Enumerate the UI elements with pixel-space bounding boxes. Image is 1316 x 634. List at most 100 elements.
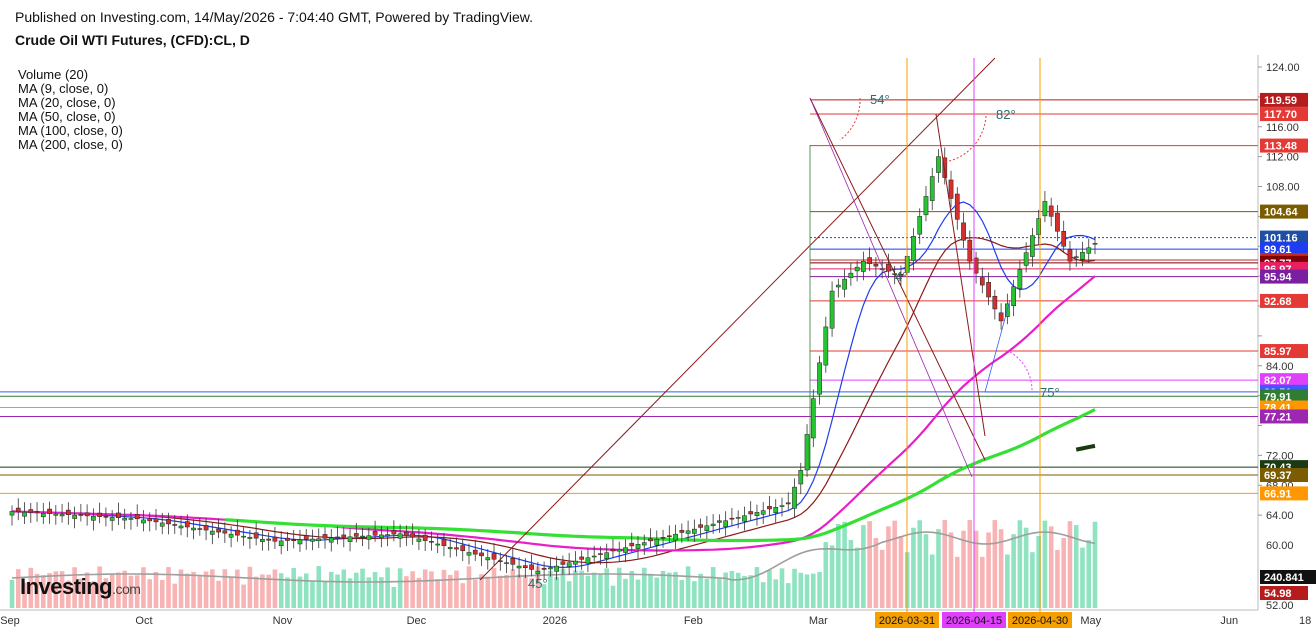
candle-body <box>548 567 553 570</box>
volume-bar <box>616 567 622 608</box>
volume-bar <box>548 570 553 608</box>
candle-body <box>122 517 128 521</box>
y-tick-label: 112.00 <box>1266 152 1299 164</box>
candle-body <box>9 511 15 516</box>
volume-bar <box>842 521 847 608</box>
volume-bar <box>698 573 703 608</box>
volume-bar <box>310 581 315 608</box>
candle-body <box>579 556 585 560</box>
volume-bar <box>328 571 334 608</box>
volume-bar <box>322 581 328 608</box>
angle-arc <box>944 115 987 163</box>
candle-body <box>91 515 96 521</box>
candle-body <box>898 273 904 277</box>
candle-body <box>353 533 359 537</box>
volume-bar <box>641 567 647 608</box>
candle-body <box>998 312 1004 322</box>
candle-body <box>410 533 415 538</box>
indicator-ma50[interactable]: MA (50, close, 0) <box>18 109 116 124</box>
volume-bar <box>598 574 603 608</box>
candle-body <box>447 547 453 550</box>
volume-bar <box>303 573 309 608</box>
candle-body <box>729 517 735 520</box>
volume-bar <box>667 572 672 608</box>
volume-bar <box>954 556 960 608</box>
indicator-ma200[interactable]: MA (200, close, 0) <box>18 137 123 152</box>
volume-bar <box>873 538 879 608</box>
indicator-ma9[interactable]: MA (9, close, 0) <box>18 81 109 96</box>
volume-bar <box>66 580 71 608</box>
candle-body <box>560 561 566 565</box>
volume-bar <box>679 579 685 608</box>
volume-bar <box>97 566 102 608</box>
volume-bar <box>554 576 559 608</box>
y-tick-label: 116.00 <box>1266 122 1299 134</box>
candle-body <box>923 196 929 216</box>
price-badge-label: 113.48 <box>1264 141 1297 153</box>
indicator-volume[interactable]: Volume (20) <box>18 67 89 82</box>
volume-bar <box>917 520 923 608</box>
volume-bar <box>980 556 985 608</box>
candle-body <box>416 538 422 542</box>
price-badge <box>1260 570 1316 584</box>
candle-body <box>510 558 516 565</box>
candle-body <box>673 533 678 541</box>
volume-bar <box>253 576 259 608</box>
indicator-ma100[interactable]: MA (100, close, 0) <box>18 123 123 138</box>
candle-body <box>1086 247 1092 254</box>
candle-body <box>159 522 165 527</box>
candle-body <box>516 565 522 569</box>
candle-body <box>347 536 353 542</box>
volume-bar <box>704 578 710 608</box>
price-badge <box>1260 242 1308 257</box>
candle-body <box>40 513 46 518</box>
volume-bar <box>541 584 547 608</box>
volume-bar <box>260 574 265 608</box>
volume-bar <box>447 574 453 608</box>
price-badge <box>1260 586 1308 600</box>
candle-body <box>604 552 610 560</box>
volume-bar <box>103 578 109 608</box>
candle-body <box>598 553 603 555</box>
volume-bar <box>1023 527 1029 608</box>
volume-bar <box>41 575 46 608</box>
volume-bar <box>529 578 534 608</box>
price-badge-label: 66.91 <box>1264 488 1292 500</box>
x-tick-label: May <box>1080 615 1101 627</box>
volume-bar <box>798 572 804 608</box>
candle-body <box>266 538 272 541</box>
volume-bar <box>178 569 184 608</box>
candle-body <box>466 552 472 556</box>
volume-bar <box>354 572 359 608</box>
volume-bar <box>435 579 440 608</box>
price-badge <box>1260 269 1308 284</box>
candle-body <box>529 564 534 570</box>
candle-body <box>692 528 697 534</box>
candle-body <box>1036 218 1042 235</box>
volume-bar <box>391 586 397 608</box>
candle-body <box>485 557 491 561</box>
price-badge-label: 69.37 <box>1264 470 1292 482</box>
volume-bar <box>836 523 841 608</box>
volume-bar <box>91 581 96 608</box>
volume-bar <box>197 576 203 608</box>
candle-body <box>1042 201 1048 217</box>
candle-body <box>78 514 84 516</box>
y-tick-label: 52.00 <box>1266 600 1294 612</box>
indicator-ma20[interactable]: MA (20, close, 0) <box>18 95 116 110</box>
volume-bar <box>1080 547 1085 608</box>
volume-bar <box>854 547 860 608</box>
ma-line <box>11 201 1096 569</box>
volume-bar <box>454 570 459 608</box>
volume-bar <box>911 527 916 608</box>
candle-body <box>128 518 134 520</box>
volume-bar <box>466 566 472 608</box>
candle-body <box>222 530 228 534</box>
candle-body <box>297 539 303 545</box>
candle-body <box>961 222 966 241</box>
candle-body <box>648 538 653 542</box>
price-badge-label: 92.68 <box>1264 296 1292 308</box>
candle-body <box>1017 269 1023 289</box>
candle-body <box>15 507 21 513</box>
